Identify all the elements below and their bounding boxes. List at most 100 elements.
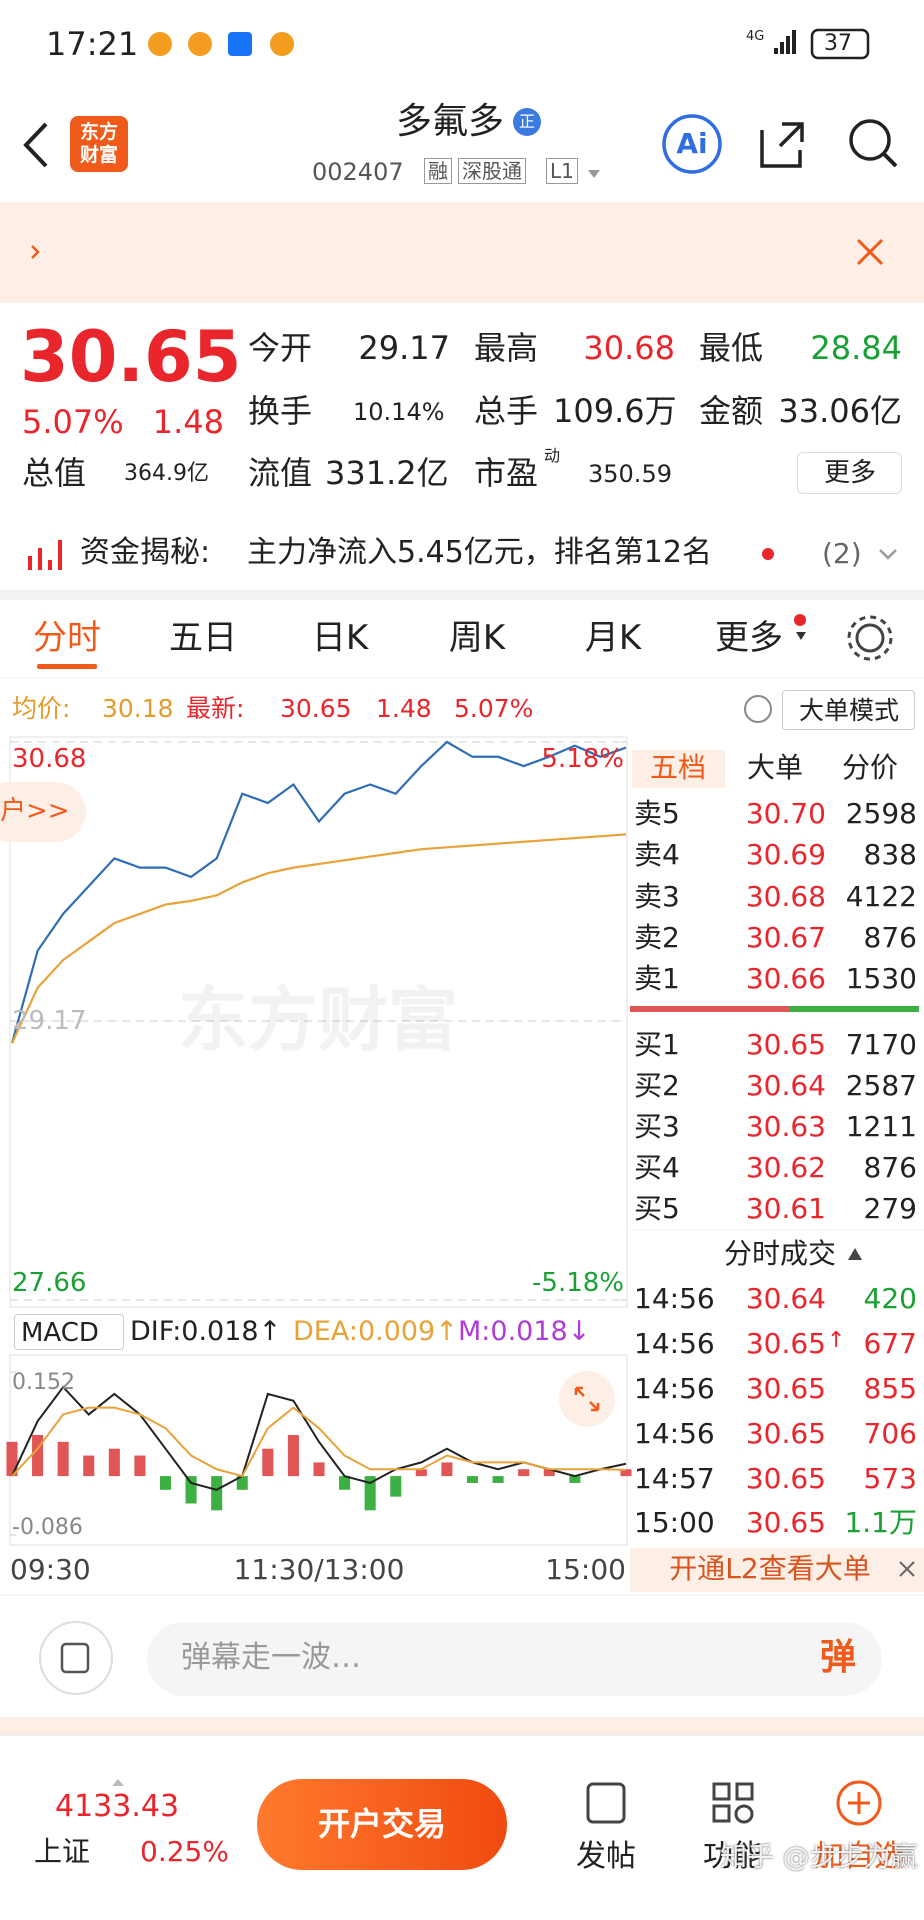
tab[interactable]: 分时 [33, 618, 101, 658]
more-button[interactable]: 更多 [797, 452, 902, 494]
macd-bar [415, 1469, 427, 1477]
l2-text[interactable]: 开通L2查看大单 [669, 1552, 871, 1585]
tab[interactable]: 日K [311, 618, 369, 658]
nav-item[interactable]: 发帖 [576, 1839, 636, 1874]
indicator-value: M:0.018↓ [458, 1316, 591, 1347]
stat-label: 流值 [248, 454, 313, 492]
danmaku-icon [60, 1642, 90, 1674]
macd-bar [108, 1448, 120, 1477]
trade-flag: ↑ [827, 1328, 846, 1353]
book-volume: 279 [863, 1192, 917, 1225]
macd-bar [543, 1469, 555, 1477]
add-icon[interactable] [836, 1780, 882, 1826]
share-icon[interactable] [760, 122, 804, 168]
danmaku-toggle[interactable] [39, 1621, 113, 1695]
search-icon-handle [882, 152, 898, 168]
book-tab[interactable]: 分价 [841, 751, 899, 784]
book-tab[interactable]: 五档 [649, 751, 707, 784]
fund-flow-label: 资金揭秘: [80, 535, 211, 570]
post-icon[interactable] [586, 1782, 626, 1824]
banner [0, 202, 924, 303]
trades-title[interactable]: 分时成交 [723, 1237, 837, 1270]
trade-volume: 855 [863, 1372, 917, 1405]
index-toggle[interactable] [112, 1779, 124, 1786]
logo[interactable]: 东方 财富 [70, 116, 128, 172]
fund-flow-text[interactable]: 主力净流入5.45亿元，排名第12名 [247, 535, 712, 570]
fullscreen-button[interactable] [559, 1371, 615, 1427]
help-icon[interactable] [744, 695, 772, 723]
nav-item[interactable]: 功能 [703, 1839, 763, 1874]
trade-volume: 420 [863, 1282, 917, 1315]
mode-button[interactable]: 大单模式 [782, 690, 915, 730]
trade-button-label[interactable]: 开户交易 [317, 1805, 447, 1843]
nav-item[interactable]: 加自选 [814, 1839, 904, 1874]
index-name[interactable]: 上证 [34, 1835, 91, 1868]
dropdown-icon[interactable] [796, 632, 806, 640]
separator [0, 1717, 924, 1735]
trade-price: 30.65 [745, 1417, 826, 1450]
tab[interactable]: 月K [584, 618, 642, 658]
macd-bar [32, 1435, 44, 1477]
book-volume: 4122 [845, 880, 917, 913]
trade-price: 30.64 [745, 1282, 826, 1315]
trade-price: 30.65 [745, 1506, 826, 1539]
stat-value: 29.17 [358, 329, 450, 367]
back-icon[interactable] [23, 122, 48, 168]
book-label: 卖3 [634, 880, 680, 913]
ai-icon[interactable] [662, 114, 722, 174]
active-tab-bg [632, 750, 725, 788]
trade-volume: 677 [863, 1327, 917, 1360]
search-icon[interactable] [849, 119, 891, 161]
tab[interactable]: 周K [448, 618, 506, 658]
trade-price: 30.65 [745, 1372, 826, 1405]
last-change-pct: 5.07% [454, 694, 534, 723]
ask-bar [630, 1006, 790, 1012]
y2-tick-label: -5.18% [532, 1268, 624, 1298]
tab[interactable]: 更多 [715, 618, 783, 658]
side-tab[interactable]: 户>> [0, 782, 86, 842]
logo-text: 东方 [79, 121, 119, 143]
book-label: 卖4 [634, 838, 680, 871]
danmaku-button[interactable]: 弹 [819, 1637, 857, 1678]
macd-bar [569, 1476, 581, 1483]
macd-bar [313, 1462, 325, 1477]
book-label: 买4 [634, 1151, 680, 1184]
dropdown-icon[interactable] [588, 170, 600, 178]
expand-icon[interactable] [879, 549, 897, 560]
banner-close[interactable] [856, 238, 884, 266]
tab[interactable]: 五日 [169, 618, 237, 658]
collapse-icon[interactable] [848, 1248, 862, 1260]
comment-placeholder[interactable]: 弹幕走一波… [181, 1640, 361, 1675]
logo-text: 财富 [79, 144, 119, 166]
book-price: 30.61 [745, 1192, 826, 1225]
index-value[interactable]: 4133.43 [55, 1789, 180, 1824]
tab-underline [37, 664, 97, 669]
l2-banner[interactable] [630, 1548, 924, 1592]
function-icon[interactable] [712, 1782, 754, 1824]
index-change[interactable]: 0.25% [140, 1835, 229, 1868]
book-tab[interactable]: 大单 [746, 751, 804, 784]
macd-bar [339, 1476, 351, 1490]
l2-close[interactable] [899, 1561, 915, 1577]
more-label: 更多 [823, 458, 877, 488]
ai-label[interactable]: Ai [676, 127, 708, 160]
macd-bar [262, 1448, 274, 1477]
stat-value: 109.6万 [553, 392, 677, 430]
notice-dot [794, 614, 806, 626]
stat-value: 364.9亿 [124, 461, 209, 486]
macd-bar [518, 1469, 530, 1477]
comment-input[interactable] [147, 1622, 882, 1696]
stat-tag: 动 [544, 446, 561, 465]
banner-arrow[interactable] [31, 245, 40, 259]
price: 30.65 [20, 316, 242, 398]
macd-bar [620, 1469, 632, 1477]
macd-bar [185, 1476, 197, 1504]
indicator-value: DIF:0.018↑ [130, 1316, 282, 1347]
settings-icon[interactable] [855, 623, 885, 653]
trade-button[interactable] [257, 1779, 507, 1870]
indicator-value: DEA:0.009↑ [293, 1316, 458, 1347]
stat-label: 市盈 [474, 454, 539, 492]
indicator-select[interactable]: MACD [14, 1314, 124, 1350]
macd-bar [441, 1462, 453, 1477]
